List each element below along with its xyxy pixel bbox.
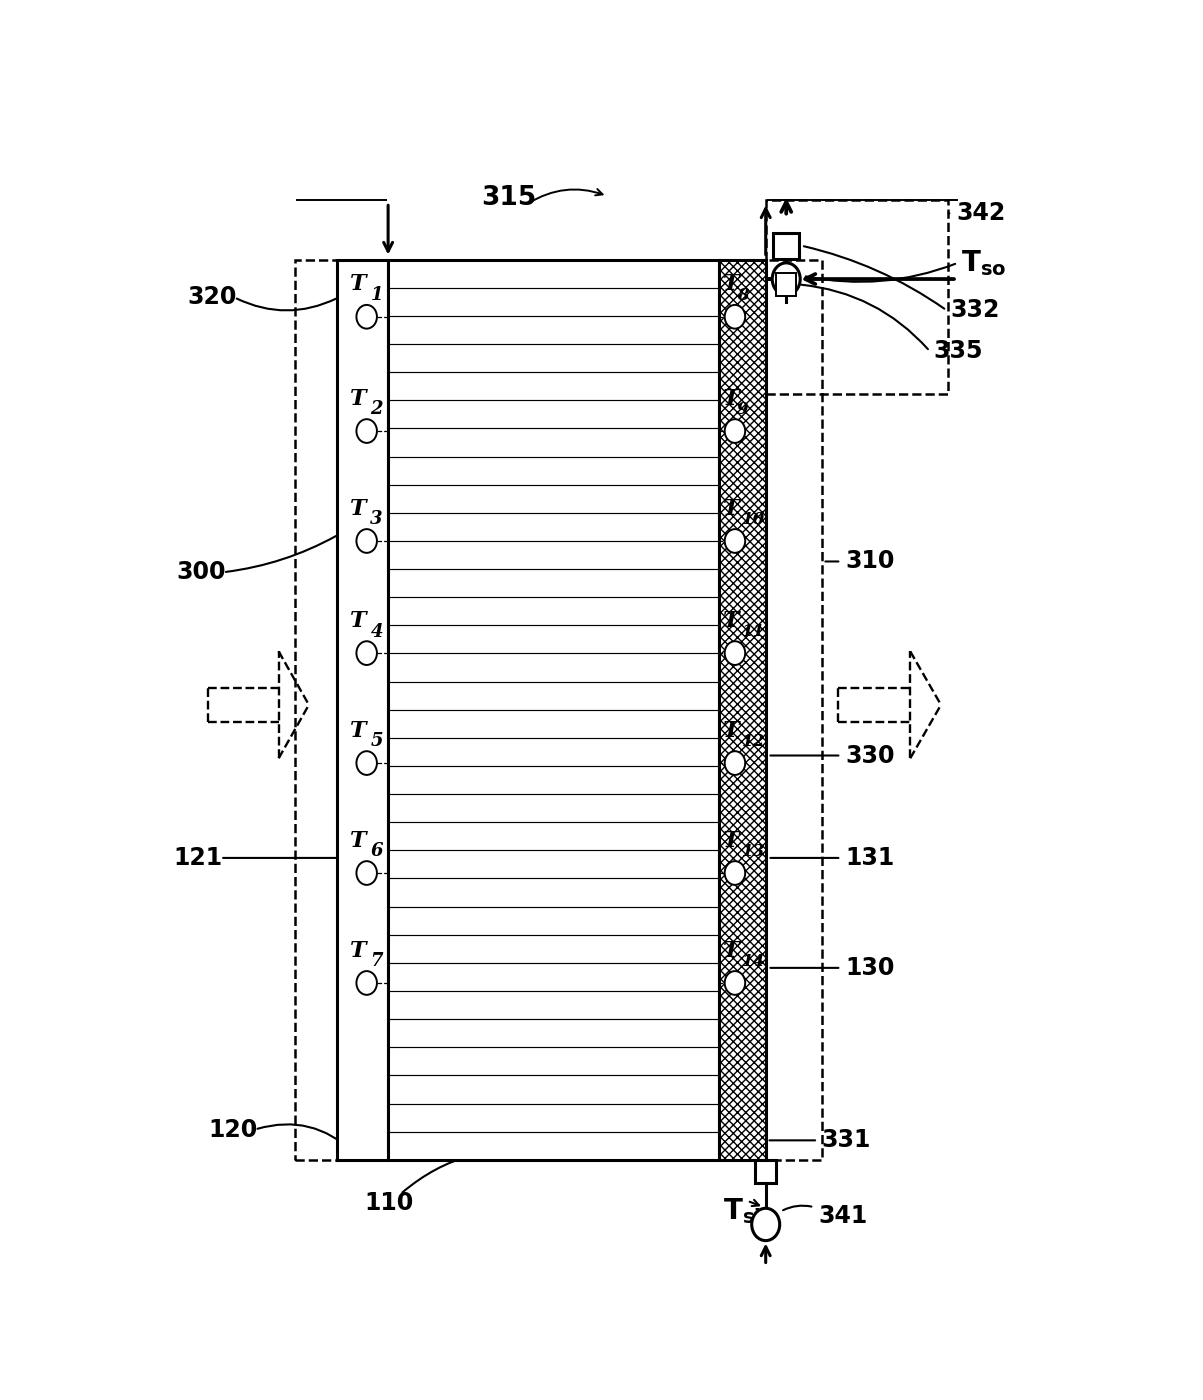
Text: 14: 14 bbox=[742, 953, 765, 970]
Text: 310: 310 bbox=[845, 549, 894, 574]
FancyArrowPatch shape bbox=[806, 263, 955, 281]
Text: T: T bbox=[350, 830, 367, 851]
Text: 330: 330 bbox=[845, 743, 895, 767]
Circle shape bbox=[772, 263, 800, 295]
Bar bbox=[776, 273, 796, 297]
Text: 11: 11 bbox=[742, 623, 765, 640]
Text: 342: 342 bbox=[956, 202, 1006, 225]
Text: T: T bbox=[350, 497, 367, 519]
Circle shape bbox=[724, 419, 745, 442]
FancyArrowPatch shape bbox=[749, 1200, 759, 1205]
Text: 335: 335 bbox=[934, 339, 983, 363]
Bar bbox=[774, 232, 799, 259]
Text: T: T bbox=[723, 388, 740, 410]
Bar bbox=[389, 259, 719, 1159]
Text: 341: 341 bbox=[818, 1204, 867, 1228]
Text: T: T bbox=[723, 497, 740, 519]
Bar bbox=[719, 259, 766, 1159]
Text: T: T bbox=[723, 939, 740, 962]
Text: 8: 8 bbox=[736, 287, 748, 304]
Text: 3: 3 bbox=[371, 511, 383, 528]
FancyArrowPatch shape bbox=[226, 536, 337, 573]
Text: 110: 110 bbox=[365, 1191, 414, 1215]
Text: 10: 10 bbox=[742, 511, 765, 528]
FancyArrowPatch shape bbox=[237, 298, 336, 311]
Circle shape bbox=[724, 529, 745, 553]
Text: 1: 1 bbox=[371, 286, 383, 304]
Circle shape bbox=[724, 972, 745, 995]
Text: 120: 120 bbox=[208, 1117, 257, 1141]
Text: $\mathbf{T_{si}}$: $\mathbf{T_{si}}$ bbox=[723, 1197, 760, 1226]
Text: T: T bbox=[723, 273, 740, 295]
Text: 315: 315 bbox=[481, 185, 537, 211]
Text: 2: 2 bbox=[371, 400, 383, 419]
Text: T: T bbox=[350, 720, 367, 742]
Text: T: T bbox=[350, 273, 367, 295]
Text: 13: 13 bbox=[742, 843, 765, 860]
Text: 6: 6 bbox=[371, 843, 383, 861]
Text: 4: 4 bbox=[371, 623, 383, 641]
FancyArrowPatch shape bbox=[801, 284, 928, 349]
Circle shape bbox=[724, 641, 745, 665]
FancyArrowPatch shape bbox=[257, 1124, 354, 1152]
Text: 320: 320 bbox=[188, 286, 237, 309]
Circle shape bbox=[724, 752, 745, 776]
Bar bbox=[766, 200, 948, 395]
FancyArrowPatch shape bbox=[402, 1149, 546, 1193]
Text: $\mathbf{T_{so}}$: $\mathbf{T_{so}}$ bbox=[961, 248, 1007, 277]
FancyArrowPatch shape bbox=[783, 1205, 812, 1210]
Bar bbox=[295, 259, 822, 1159]
Text: T: T bbox=[350, 939, 367, 962]
Text: 332: 332 bbox=[950, 298, 1000, 322]
Circle shape bbox=[752, 1208, 780, 1240]
Text: 300: 300 bbox=[177, 560, 226, 584]
Text: 130: 130 bbox=[845, 956, 894, 980]
Bar bbox=[337, 259, 389, 1159]
Text: 9: 9 bbox=[736, 400, 748, 419]
Text: T: T bbox=[723, 720, 740, 742]
Text: 331: 331 bbox=[822, 1128, 871, 1152]
Text: 5: 5 bbox=[371, 732, 383, 750]
Text: T: T bbox=[350, 610, 367, 631]
Bar bbox=[755, 1159, 776, 1183]
Text: 131: 131 bbox=[845, 846, 894, 869]
FancyArrowPatch shape bbox=[804, 246, 944, 308]
Text: T: T bbox=[723, 610, 740, 631]
Text: 121: 121 bbox=[173, 846, 223, 869]
Text: T: T bbox=[723, 830, 740, 851]
Text: 7: 7 bbox=[371, 952, 383, 970]
Circle shape bbox=[724, 305, 745, 329]
Circle shape bbox=[724, 861, 745, 885]
Text: T: T bbox=[350, 388, 367, 410]
FancyArrowPatch shape bbox=[528, 189, 603, 203]
Text: 12: 12 bbox=[742, 734, 765, 750]
